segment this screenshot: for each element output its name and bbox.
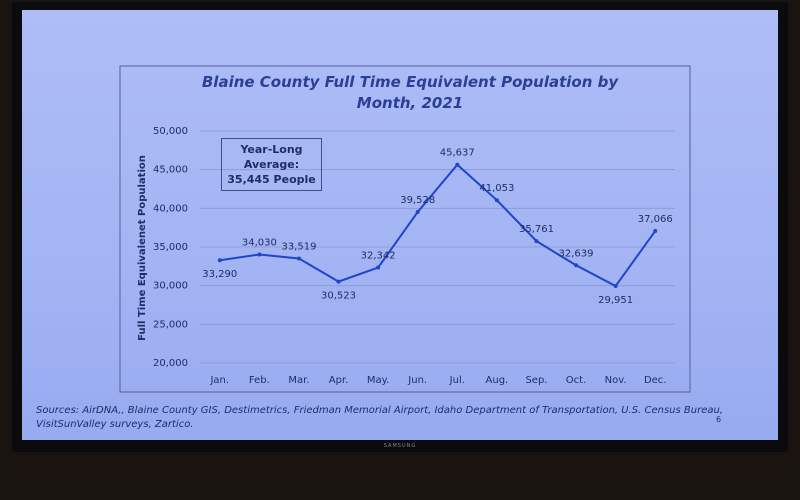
data-point [257,252,262,257]
tv-brand: SAMSUNG [383,443,417,449]
data-label: 30,523 [321,291,356,302]
data-label: 29,951 [598,295,633,306]
data-label: 45,637 [440,148,475,159]
screen [22,10,778,440]
data-label: 39,528 [400,195,435,206]
data-label: 41,053 [479,183,514,194]
data-label: 34,030 [242,238,277,249]
data-label: 33,290 [202,269,237,280]
x-tick-label: Oct. [566,375,586,386]
data-point [296,256,301,261]
x-tick-label: Aug. [486,375,509,386]
y-tick-label: 30,000 [153,281,188,292]
y-tick-label: 25,000 [153,319,188,330]
data-point [494,198,499,203]
data-label: 33,519 [281,241,316,252]
x-tick-label: Sep. [525,375,547,386]
data-point [336,279,341,284]
data-point [613,284,618,289]
data-point [653,229,658,234]
chart-border [119,65,691,393]
x-tick-label: Mar. [288,375,309,386]
annotation: Year-Long Average: 35,445 People [221,138,322,191]
x-tick-label: Jul. [449,375,465,386]
y-tick-label: 50,000 [153,126,188,137]
data-point [574,263,579,268]
x-tick-label: Feb. [249,375,270,386]
y-tick-label: 20,000 [153,358,188,369]
data-label: 32,639 [559,248,594,259]
y-axis-label: Full Time Equivalenet Population [137,155,148,341]
x-tick-label: May. [367,375,389,386]
x-tick-label: Jan. [209,375,229,386]
y-tick-label: 45,000 [153,165,188,176]
chart-title: Blaine County Full Time Equivalent Popul… [201,73,619,112]
page-number: 6 [716,415,722,424]
data-point [376,265,381,270]
y-tick-label: 35,000 [153,242,188,253]
data-line [219,163,657,288]
data-label: 37,066 [638,214,673,225]
data-point [217,258,222,263]
data-label: 32,342 [361,251,396,262]
x-tick-label: Apr. [329,375,349,386]
data-point [415,209,420,214]
source-note: Sources: AirDNA,, Blaine County GIS, Des… [36,405,724,430]
data-label: 35,761 [519,224,554,235]
y-tick-label: 40,000 [153,203,188,214]
x-tick-label: Jun. [407,375,427,386]
x-tick-label: Nov. [605,375,627,386]
data-point [455,162,460,167]
x-tick-label: Dec. [644,375,667,386]
data-point [534,239,539,244]
